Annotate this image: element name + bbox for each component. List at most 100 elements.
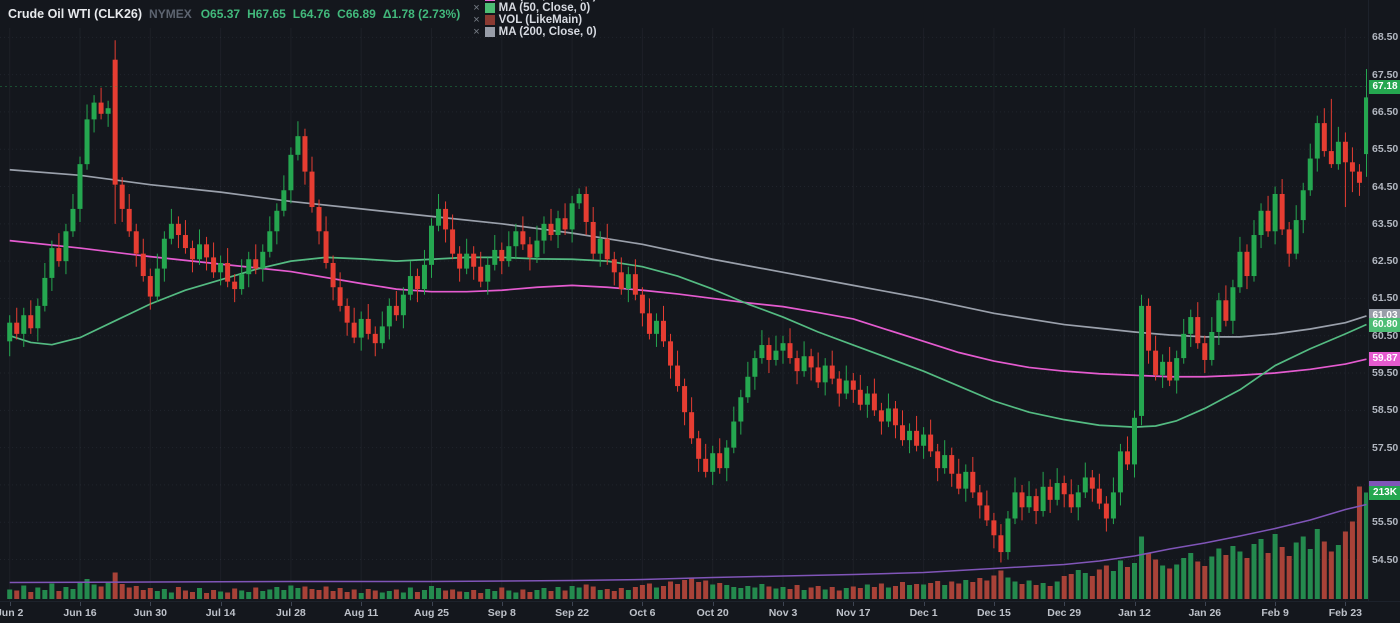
remove-indicator-icon[interactable]: × [473, 2, 480, 14]
volume-bar [639, 585, 645, 599]
candle-body [1026, 496, 1032, 508]
candle-body [337, 287, 343, 306]
volume-bar [527, 592, 533, 599]
candle-body [225, 262, 231, 282]
volume-bar [337, 588, 343, 599]
candle-body [260, 251, 266, 269]
time-axis-label: Nov 3 [768, 607, 798, 619]
candle-body [682, 386, 688, 413]
volume-bar [773, 588, 779, 599]
candle-body [140, 253, 146, 277]
indicator-legend-item: × MA (200, Close, 0) [473, 26, 596, 38]
volume-bar [1174, 564, 1180, 599]
volume-bar [548, 591, 554, 599]
volume-bar [161, 589, 167, 599]
time-axis-label: Oct 20 [696, 607, 729, 619]
candle-body [154, 268, 160, 297]
remove-indicator-icon[interactable]: × [473, 14, 480, 26]
volume-bar [239, 590, 245, 599]
volume-bar [611, 591, 617, 599]
volume-bar [541, 588, 547, 599]
candle-body [963, 471, 969, 489]
symbol-title[interactable]: Crude Oil WTI (CLK26) [8, 7, 143, 21]
volume-bar [70, 589, 76, 599]
volume-bar [471, 590, 477, 599]
candle-body [1181, 333, 1187, 359]
candle-body [112, 59, 118, 185]
time-axis-tick [1204, 602, 1206, 606]
indicator-color-swatch [484, 27, 495, 37]
volume-bar [1195, 561, 1201, 599]
ohlc-quote-row: O65.37 H67.65 L64.76 C66.89 Δ1.78 (2.73%) [201, 5, 467, 23]
volume-bar [1272, 534, 1278, 599]
candle-body [436, 208, 442, 226]
candle-body [168, 223, 174, 239]
candle-body [1061, 483, 1067, 495]
candle-body [864, 393, 870, 405]
indicator-label[interactable]: MA (50, Close, 0) [498, 2, 591, 14]
volume-bar [682, 580, 688, 599]
volume-bar [808, 587, 814, 599]
candle-body [555, 218, 561, 236]
remove-indicator-icon[interactable]: × [473, 0, 479, 2]
volume-bar [1188, 553, 1194, 599]
volume-bar [147, 588, 153, 599]
volume-bar [970, 582, 976, 599]
candle-body [928, 434, 934, 452]
indicator-label[interactable]: MA (100, Close, 0) [499, 0, 597, 2]
time-axis-label: Dec 29 [1047, 607, 1082, 619]
volume-bar [344, 592, 350, 599]
volume-bar [140, 590, 146, 599]
volume-bar [801, 590, 807, 599]
candle-body [1265, 210, 1271, 232]
volume-bar [597, 590, 603, 599]
volume-bar [98, 586, 104, 599]
volume-bar [646, 583, 652, 599]
candle-body [295, 136, 301, 155]
volume-bar [393, 589, 399, 599]
volume-bar [386, 591, 392, 599]
candle-body [653, 320, 659, 334]
volume-bar [133, 586, 139, 599]
volume-bar [1244, 558, 1250, 599]
volume-bar [625, 590, 631, 599]
volume-bar [717, 583, 723, 599]
volume-bar [400, 592, 406, 599]
candle-body [1160, 361, 1166, 375]
volume-bar [759, 584, 765, 599]
volume-bar [295, 588, 301, 599]
remove-indicator-icon[interactable]: × [473, 26, 480, 38]
candle-body [787, 343, 793, 359]
candle-body [91, 102, 97, 120]
volume-bar [168, 592, 174, 599]
candle-body [914, 430, 920, 446]
candle-body [1314, 123, 1320, 159]
volume-bar [731, 587, 737, 599]
candle-body [1132, 417, 1137, 465]
candle-body [583, 193, 589, 222]
candle-body [1244, 251, 1250, 277]
candle-body [921, 434, 927, 446]
volume-bar [885, 587, 891, 599]
indicator-label[interactable]: VOL (LikeMain) [498, 14, 583, 26]
volume-bar [878, 583, 884, 599]
price-axis-label: 57.50 [1372, 441, 1399, 454]
indicator-label[interactable]: MA (200, Close, 0) [498, 26, 597, 38]
volume-bar [1258, 539, 1264, 599]
candle-body [49, 248, 55, 278]
candle-body [1251, 235, 1257, 277]
candle-body [197, 244, 203, 260]
volume-bar [1075, 570, 1081, 599]
volume-bar [204, 593, 210, 599]
volume-bar [752, 587, 758, 599]
time-axis[interactable]: Jun 2 Jun 16 Jun 30 Jul 14 Jul 28 Aug 11 Aug 2… [0, 601, 1400, 623]
candlestick-chart-canvas[interactable] [0, 0, 1368, 601]
price-axis[interactable]: 68.50 67.50 66.50 65.50 64.50 63.50 62.50 61.50… [1368, 0, 1400, 601]
candle-body [1139, 305, 1145, 416]
candle-body [98, 102, 104, 114]
volume-bar [1349, 521, 1355, 599]
candle-body [414, 276, 420, 290]
last-price-badge: 67.18 [1369, 79, 1400, 94]
volume-bar [63, 587, 69, 599]
volume-bar [197, 588, 203, 599]
